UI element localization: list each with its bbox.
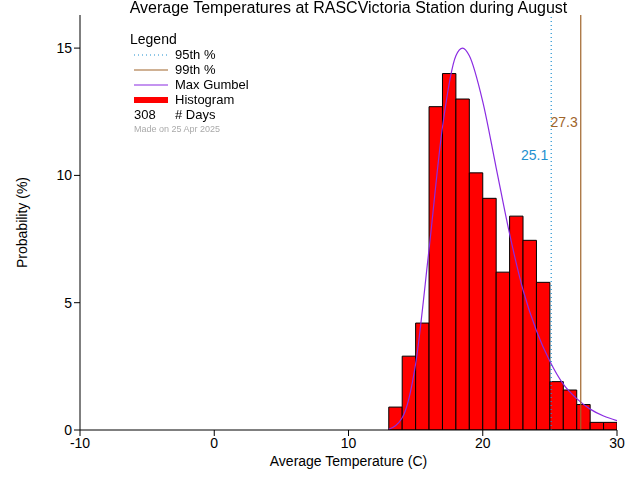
svg-text:308: 308 (134, 107, 156, 122)
svg-text:15: 15 (56, 40, 72, 56)
svg-text:27.3: 27.3 (551, 114, 578, 130)
svg-text:Probability (%): Probability (%) (14, 177, 30, 268)
svg-text:5: 5 (64, 295, 72, 311)
svg-text:Legend: Legend (130, 31, 177, 47)
html-text:Average Temperatures at RASCVi: Average Temperatures at RASCVictoria Sta… (129, 0, 568, 16)
svg-text:-10: -10 (70, 435, 90, 451)
svg-text:25.1: 25.1 (521, 147, 548, 163)
svg-text:10: 10 (341, 435, 357, 451)
svg-text:95th %: 95th % (175, 47, 216, 62)
svg-text:20: 20 (475, 435, 491, 451)
svg-text:10: 10 (56, 167, 72, 183)
svg-text:Histogram: Histogram (175, 92, 234, 107)
svg-text:Max Gumbel: Max Gumbel (175, 77, 249, 92)
svg-text:# Days: # Days (175, 107, 216, 122)
svg-text:Made on 25 Apr 2025: Made on 25 Apr 2025 (134, 124, 220, 134)
svg-text:30: 30 (609, 435, 625, 451)
svg-text:99th %: 99th % (175, 62, 216, 77)
svg-text:0: 0 (64, 422, 72, 438)
svg-text:0: 0 (210, 435, 218, 451)
svg-text:Average Temperature (C): Average Temperature (C) (270, 453, 427, 469)
